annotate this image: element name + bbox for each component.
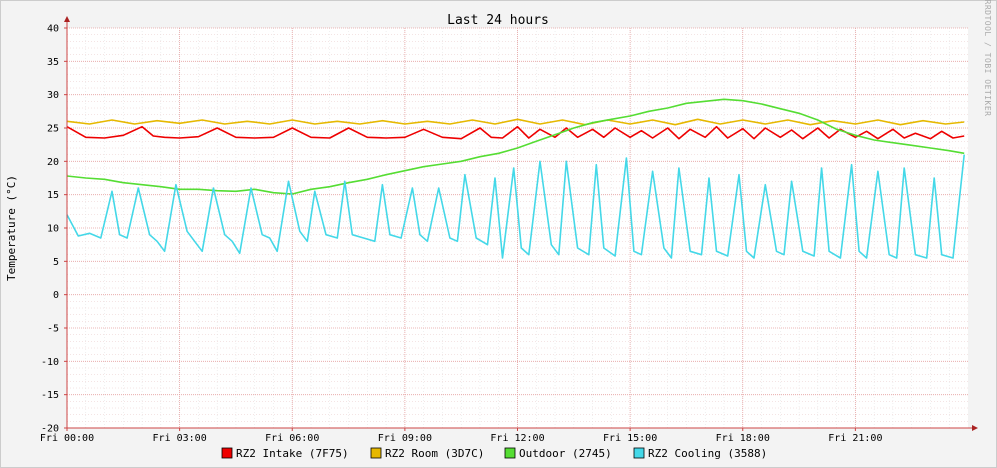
- legend-label: RZ2 Room (3D7C): [385, 447, 484, 460]
- y-tick-label: 30: [47, 90, 59, 101]
- y-tick-label: 35: [47, 57, 59, 68]
- chart-title: Last 24 hours: [447, 13, 549, 28]
- watermark: RRDTOOL / TOBI OETIKER: [983, 0, 992, 116]
- x-tick-label: Fri 09:00: [378, 433, 432, 444]
- x-tick-label: Fri 18:00: [716, 433, 770, 444]
- series-line-0: [66, 125, 965, 140]
- x-tick-label: Fri 15:00: [603, 433, 657, 444]
- x-tick-labels: Fri 00:00 Fri 03:00 Fri 06:00 Fri 09:00 Fri …: [40, 433, 883, 444]
- y-tick-label: 40: [47, 24, 59, 35]
- y-tick-labels: 40 35 30 25 20 15 10 5 0 -5 -10 -15 -20: [41, 24, 59, 435]
- x-tick-label: Fri 00:00: [40, 433, 94, 444]
- y-tick-label: -20: [41, 424, 59, 435]
- y-tick-label: 20: [47, 157, 59, 168]
- legend-swatch: [370, 447, 382, 459]
- series-line-3: [66, 154, 965, 259]
- series-line-2: [66, 98, 965, 195]
- legend-label: RZ2 Cooling (3588): [648, 447, 767, 460]
- legend: RZ2 Intake (7F75) RZ2 Room (3D7C) Outdoor …: [221, 447, 767, 460]
- legend-label: Outdoor (2745): [519, 447, 612, 460]
- y-tick-label: 15: [47, 190, 59, 201]
- major-grid: [66, 27, 968, 429]
- y-axis-arrow: [64, 16, 70, 22]
- y-tick-label: 25: [47, 124, 59, 135]
- series-line-1: [66, 118, 965, 126]
- x-axis-arrow: [972, 425, 978, 431]
- y-axis-label: Temperature (°C): [5, 175, 18, 281]
- y-tick-label: 0: [53, 290, 59, 301]
- y-tick-label: -15: [41, 390, 59, 401]
- y-tick-label: -10: [41, 357, 59, 368]
- legend-label: RZ2 Intake (7F75): [236, 447, 349, 460]
- legend-swatch: [633, 447, 645, 459]
- y-tick-label: 5: [53, 257, 59, 268]
- x-tick-label: Fri 12:00: [490, 433, 544, 444]
- legend-swatch: [221, 447, 233, 459]
- y-tick-label: 10: [47, 224, 59, 235]
- x-tick-label: Fri 21:00: [828, 433, 882, 444]
- y-tick-label: -5: [47, 324, 59, 335]
- axes: [64, 16, 978, 431]
- legend-swatch: [504, 447, 516, 459]
- x-tick-label: Fri 06:00: [265, 433, 319, 444]
- x-tick-label: Fri 03:00: [153, 433, 207, 444]
- series-layer: [66, 98, 965, 259]
